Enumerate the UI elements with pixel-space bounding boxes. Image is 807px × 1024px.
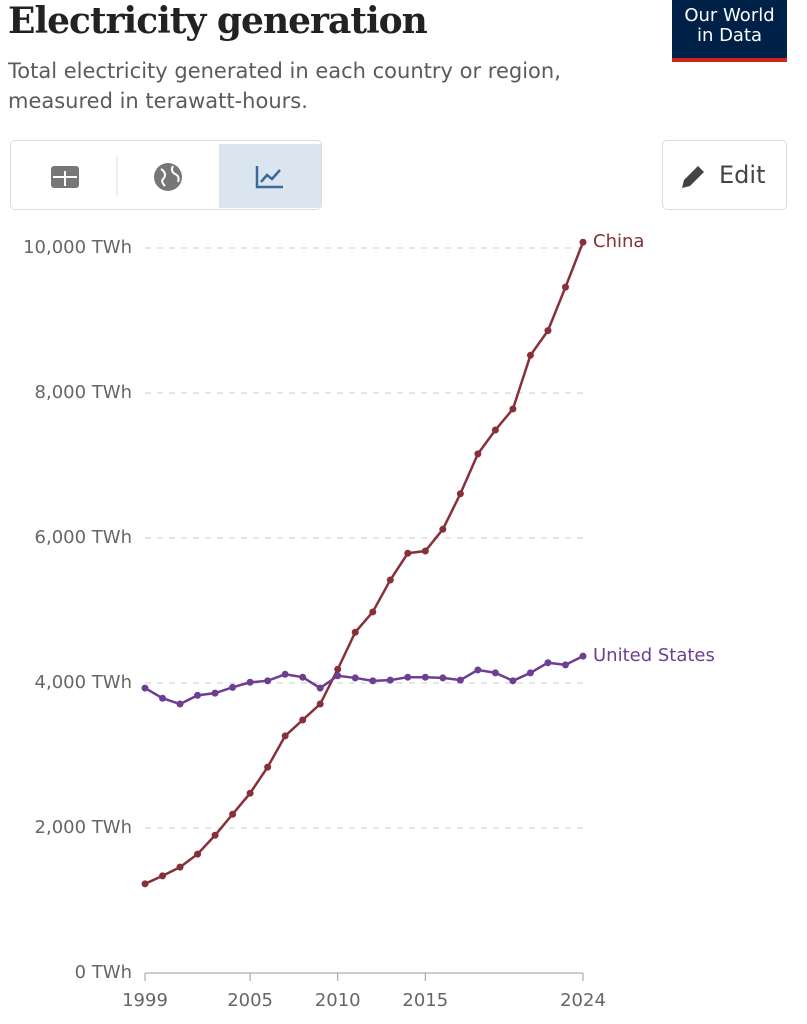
x-tick-label: 2015 [402, 990, 448, 1011]
data-point [281, 670, 289, 678]
x-tick-label: 1999 [122, 990, 168, 1011]
data-point [561, 283, 569, 291]
data-point [334, 665, 342, 673]
y-tick-label: 8,000 TWh [35, 382, 132, 403]
data-point [579, 238, 587, 246]
y-tick-label: 10,000 TWh [23, 237, 132, 258]
data-point [404, 549, 412, 557]
data-point [211, 689, 219, 697]
data-point [544, 659, 552, 667]
y-tick-label: 0 TWh [75, 962, 132, 983]
data-point [491, 426, 499, 434]
globe-icon-lines [160, 165, 180, 187]
data-point [351, 628, 359, 636]
y-tick-label: 6,000 TWh [35, 527, 132, 548]
data-point [474, 666, 482, 674]
data-point [159, 872, 167, 880]
data-point [334, 672, 342, 680]
logo-text: Our World in Data [684, 5, 775, 46]
data-point [439, 525, 447, 533]
data-point [229, 683, 237, 691]
data-point [176, 863, 184, 871]
data-point [299, 673, 307, 681]
data-point [526, 351, 534, 359]
data-point [421, 547, 429, 555]
data-point [579, 652, 587, 660]
data-point [141, 684, 149, 692]
data-point [509, 405, 517, 413]
data-point [176, 700, 184, 708]
data-point [316, 700, 324, 708]
data-point [474, 450, 482, 458]
data-point [246, 789, 254, 797]
series-label: United States [593, 645, 715, 666]
tab-icons [51, 156, 283, 196]
data-point [386, 576, 394, 584]
data-point [264, 677, 272, 685]
data-point [369, 608, 377, 616]
data-point [439, 674, 447, 682]
data-point [544, 327, 552, 335]
series-label: China [593, 231, 644, 252]
data-point [509, 677, 517, 685]
data-point [386, 676, 394, 684]
x-tick-label: 2005 [227, 990, 273, 1011]
view-tabs [10, 140, 322, 210]
chart-subtitle: Total electricity generated in each coun… [8, 59, 561, 113]
edit-label: Edit [719, 161, 766, 189]
data-point [299, 716, 307, 724]
data-point [369, 677, 377, 685]
data-point [456, 490, 464, 498]
data-point [211, 831, 219, 839]
data-point [264, 763, 272, 771]
data-point [456, 676, 464, 684]
data-point [159, 694, 167, 702]
logo[interactable]: Our World in Data [672, 0, 787, 62]
data-point [194, 691, 202, 699]
data-point [281, 732, 289, 740]
data-point [141, 880, 149, 888]
data-point [526, 669, 534, 677]
edit-button[interactable]: Edit [662, 140, 787, 210]
pencil-icon [682, 166, 704, 188]
x-tick-label: 2010 [315, 990, 361, 1011]
data-point [561, 661, 569, 669]
data-point [316, 684, 324, 692]
data-point [194, 850, 202, 858]
chart-title: Electricity generation [8, 0, 428, 42]
data-point [229, 810, 237, 818]
y-tick-label: 2,000 TWh [35, 817, 132, 838]
y-tick-label: 4,000 TWh [35, 672, 132, 693]
series-line [144, 655, 584, 706]
data-point [351, 674, 359, 682]
data-point [491, 669, 499, 677]
data-point [246, 678, 254, 686]
data-point [404, 673, 412, 681]
series-line [144, 241, 585, 885]
chart-icon-line [260, 169, 281, 183]
data-point [421, 673, 429, 681]
x-tick-label: 2024 [560, 990, 606, 1011]
chart-icon-axes [255, 166, 283, 189]
